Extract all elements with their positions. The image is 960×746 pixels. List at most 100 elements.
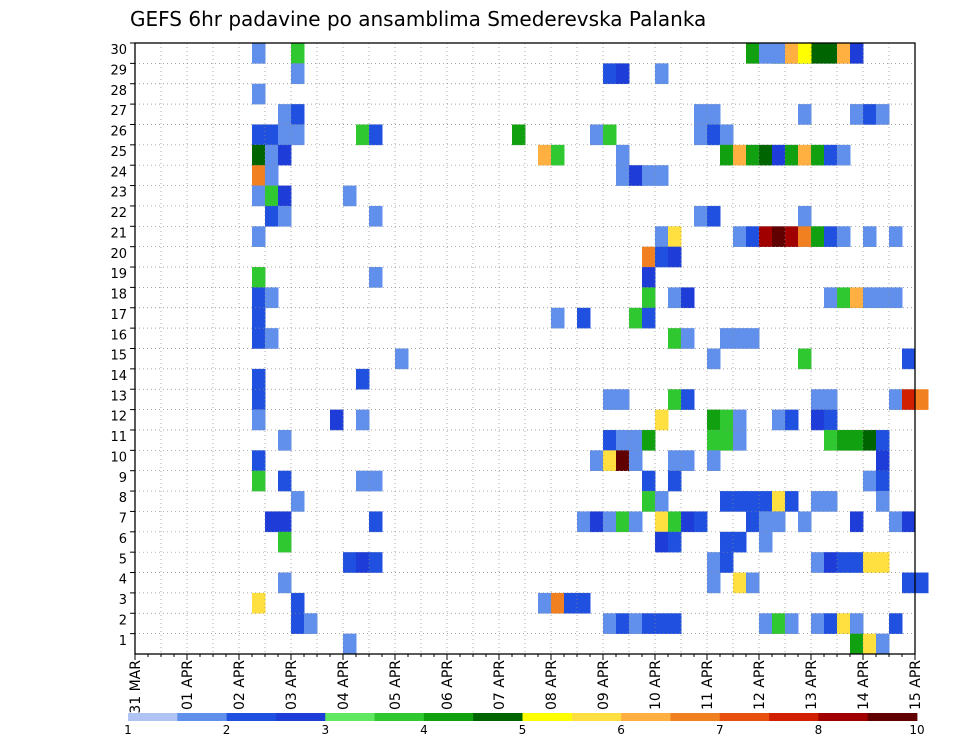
heatmap-cell bbox=[850, 287, 864, 309]
heatmap-cell bbox=[876, 450, 890, 471]
heatmap-cell bbox=[291, 491, 305, 512]
heatmap-cell bbox=[356, 409, 370, 431]
heatmap-cell bbox=[798, 348, 812, 370]
x-tick-label: 01 APR bbox=[180, 660, 196, 710]
heatmap-cell bbox=[265, 205, 279, 227]
heatmap-cell bbox=[746, 226, 760, 247]
heatmap-cell bbox=[746, 572, 760, 594]
heatmap-cell bbox=[850, 429, 864, 451]
heatmap-cell bbox=[889, 389, 903, 410]
colorbar-swatch bbox=[226, 713, 277, 721]
heatmap-cell bbox=[785, 226, 799, 247]
colorbar-swatch bbox=[423, 713, 474, 721]
y-tick-label: 24 bbox=[110, 165, 127, 180]
heatmap-cell bbox=[642, 246, 656, 268]
heatmap-cell bbox=[824, 287, 838, 309]
colorbar-swatch bbox=[571, 713, 622, 721]
heatmap-cell bbox=[668, 328, 682, 349]
heatmap-cell bbox=[369, 267, 383, 288]
colorbar: 1234567810121520 bbox=[124, 713, 925, 737]
heatmap-cell bbox=[291, 43, 305, 64]
heatmap-cell bbox=[304, 613, 318, 634]
heatmap-cell bbox=[603, 613, 617, 634]
heatmap-cell bbox=[850, 552, 864, 573]
heatmap-cell bbox=[616, 613, 630, 634]
heatmap-cell bbox=[785, 491, 799, 512]
y-tick-label: 13 bbox=[110, 389, 127, 404]
heatmap-cell bbox=[278, 144, 292, 166]
heatmap-cell bbox=[798, 205, 812, 227]
heatmap-cell bbox=[278, 205, 292, 227]
heatmap-cell bbox=[603, 124, 617, 146]
heatmap-cell bbox=[616, 144, 630, 166]
heatmap-cell bbox=[811, 552, 825, 573]
x-tick-label: 07 APR bbox=[492, 660, 508, 710]
heatmap-cell bbox=[291, 613, 305, 634]
heatmap-cell bbox=[863, 633, 877, 655]
heatmap-cell bbox=[265, 144, 279, 166]
heatmap-cell bbox=[616, 63, 630, 85]
heatmap-cell bbox=[863, 429, 877, 451]
heatmap-cell bbox=[655, 409, 669, 431]
heatmap-cell bbox=[889, 287, 903, 309]
heatmap-cell bbox=[252, 267, 266, 288]
y-tick-label: 5 bbox=[119, 552, 127, 567]
heatmap-cell bbox=[278, 531, 292, 553]
heatmap-cell bbox=[785, 144, 799, 166]
x-tick-label: 06 APR bbox=[440, 660, 456, 710]
axes-layer: 1234567891011121314151617181920212223242… bbox=[110, 42, 924, 714]
y-tick-label: 14 bbox=[110, 369, 127, 384]
heatmap-cell bbox=[551, 144, 565, 166]
heatmap-cell bbox=[863, 552, 877, 573]
heatmap-cell bbox=[798, 226, 812, 247]
heatmap-cell bbox=[681, 287, 695, 309]
heatmap-cell bbox=[590, 124, 604, 146]
x-tick-label: 10 APR bbox=[648, 660, 664, 710]
colorbar-label: 10 bbox=[909, 723, 924, 737]
colorbar-label: 8 bbox=[815, 723, 823, 737]
heatmap-cell bbox=[590, 450, 604, 471]
heatmap-cell bbox=[369, 470, 383, 492]
heatmap-cell bbox=[252, 226, 266, 247]
y-tick-label: 4 bbox=[119, 573, 127, 588]
y-tick-label: 28 bbox=[110, 84, 127, 99]
colorbar-swatch bbox=[325, 713, 375, 721]
x-tick-label: 03 APR bbox=[284, 660, 300, 710]
heatmap-cell bbox=[733, 409, 747, 431]
y-tick-label: 17 bbox=[110, 308, 127, 323]
heatmap-cell bbox=[278, 185, 292, 207]
heatmap-cell bbox=[252, 470, 266, 492]
heatmap-cell bbox=[265, 124, 279, 146]
x-tick-label: 04 APR bbox=[336, 660, 352, 710]
heatmap-cell bbox=[616, 450, 630, 471]
heatmap-cell bbox=[616, 511, 630, 533]
heatmap-cell bbox=[837, 613, 851, 634]
y-tick-label: 9 bbox=[119, 471, 127, 486]
heatmap-cell bbox=[720, 531, 734, 553]
heatmap-cell bbox=[603, 450, 617, 471]
heatmap-cell bbox=[850, 633, 864, 655]
heatmap-cell bbox=[824, 144, 838, 166]
heatmap-cell bbox=[811, 613, 825, 634]
heatmap-cell bbox=[824, 389, 838, 410]
heatmap-cell bbox=[759, 43, 773, 64]
heatmap-cell bbox=[252, 287, 266, 309]
heatmap-cell bbox=[629, 429, 643, 451]
heatmap-cell bbox=[824, 429, 838, 451]
heatmap-cell bbox=[668, 226, 682, 247]
heatmap-cell bbox=[655, 491, 669, 512]
heatmap-cell bbox=[707, 409, 721, 431]
heatmap-cell bbox=[772, 226, 786, 247]
y-tick-label: 29 bbox=[110, 64, 127, 79]
heatmap-cell bbox=[746, 328, 760, 349]
heatmap-cell bbox=[889, 511, 903, 533]
heatmap-cell bbox=[863, 470, 877, 492]
y-tick-label: 8 bbox=[119, 491, 127, 506]
colorbar-label: 1 bbox=[124, 723, 132, 737]
x-tick-label: 05 APR bbox=[388, 660, 404, 710]
heatmap-cell bbox=[915, 572, 929, 594]
heatmap-cell bbox=[707, 450, 721, 471]
heatmap-cell bbox=[356, 368, 370, 390]
heatmap-cell bbox=[278, 470, 292, 492]
